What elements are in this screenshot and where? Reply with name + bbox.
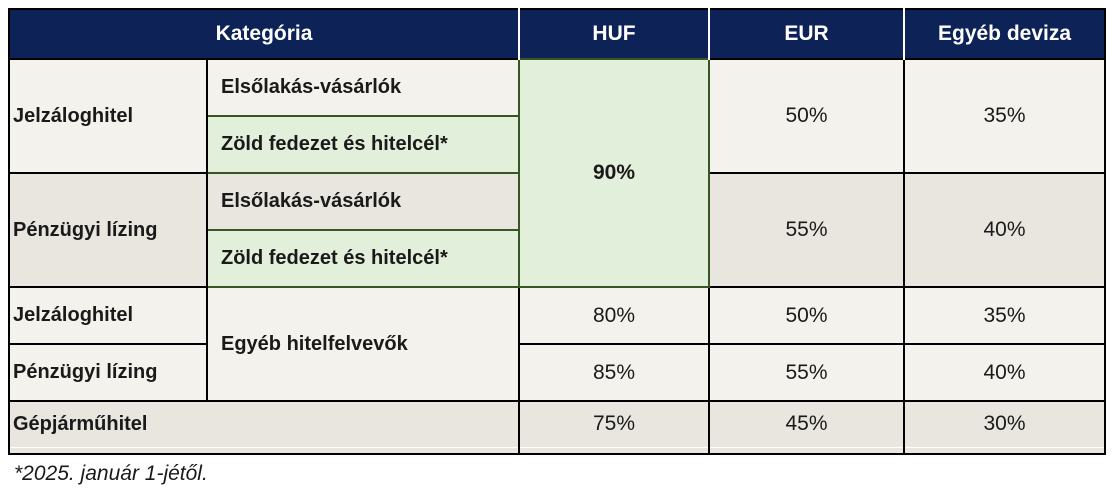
cell-other-mortgage-first: 35% [903,58,1107,174]
row-mortgage-first-home-standard: Jelzáloghitel Elsőlakás-vásárlók 90% 50%… [8,58,1107,288]
cell-category-mortgage-other: Jelzáloghitel [8,286,208,345]
cell-eur-mortgage-other: 50% [708,286,906,345]
footnote: *2025. január 1-jétől. [14,462,208,485]
header-eur: EUR [708,9,905,59]
cell-other-mortgage-other: 35% [903,286,1107,345]
cell-sub-green-collateral-mortgage: Zöld fedezet és hitelcél* [205,115,521,174]
row-mortgage-first-home-green: Zöld fedezet és hitelcél* [9,115,1105,174]
row-mortgage-other-borrowers: Jelzáloghitel Egyéb hitelfelvevők 80% 50… [8,286,1107,402]
cell-category-leasing-other: Pénzügyi lízing [8,343,208,402]
cell-sub-first-home-buyers-leasing: Elsőlakás-vásárlók [205,172,521,231]
row-leasing-first-home-standard: Pénzügyi lízing Elsőlakás-vásárlók 55% 4… [8,172,1107,288]
cell-category-mortgage-first: Jelzáloghitel [8,58,208,174]
row-bottom-spacer [7,447,1107,454]
header-row: Kategória HUF EUR Egyéb deviza [9,9,1106,59]
cell-eur-vehicle: 45% [708,400,906,448]
cell-huf-leasing-other: 85% [518,343,711,402]
spacer-cell [7,447,521,454]
cell-huf-vehicle: 75% [518,400,711,448]
cell-sub-first-home-buyers-mortgage: Elsőlakás-vásárlók [205,58,521,117]
cell-other-vehicle: 30% [903,400,1107,448]
spacer-cell [903,447,1107,454]
row-leasing-first-home-green: Zöld fedezet és hitelcél* [9,229,1105,288]
cell-sub-green-collateral-leasing: Zöld fedezet és hitelcél* [205,229,521,288]
header-category: Kategória [9,9,520,59]
cell-eur-leasing-other: 55% [708,343,906,402]
cell-eur-mortgage-first: 50% [708,58,906,174]
header-huf: HUF [518,9,710,59]
spacer-cell [708,447,906,454]
cell-eur-leasing-first: 55% [708,172,906,288]
cell-other-leasing-first: 40% [903,172,1107,288]
cell-huf-first-home-all: 90% [518,58,711,288]
ltv-limits-table: Kategória HUF EUR Egyéb deviza Jelzálogh… [7,8,1107,455]
cell-sub-other-borrowers: Egyéb hitelfelvevők [205,286,521,402]
row-vehicle-loan: Gépjárműhitel 75% 45% 30% [7,400,1107,448]
cell-category-vehicle-loan: Gépjárműhitel [7,400,521,448]
cell-huf-mortgage-other: 80% [518,286,711,345]
spacer-cell [518,447,711,454]
header-other-currency: Egyéb deviza [903,9,1106,59]
cell-other-leasing-other: 40% [903,343,1107,402]
row-leasing-other-borrowers: Pénzügyi lízing 85% 55% 40% [8,343,1107,402]
cell-category-leasing-first: Pénzügyi lízing [8,172,208,288]
